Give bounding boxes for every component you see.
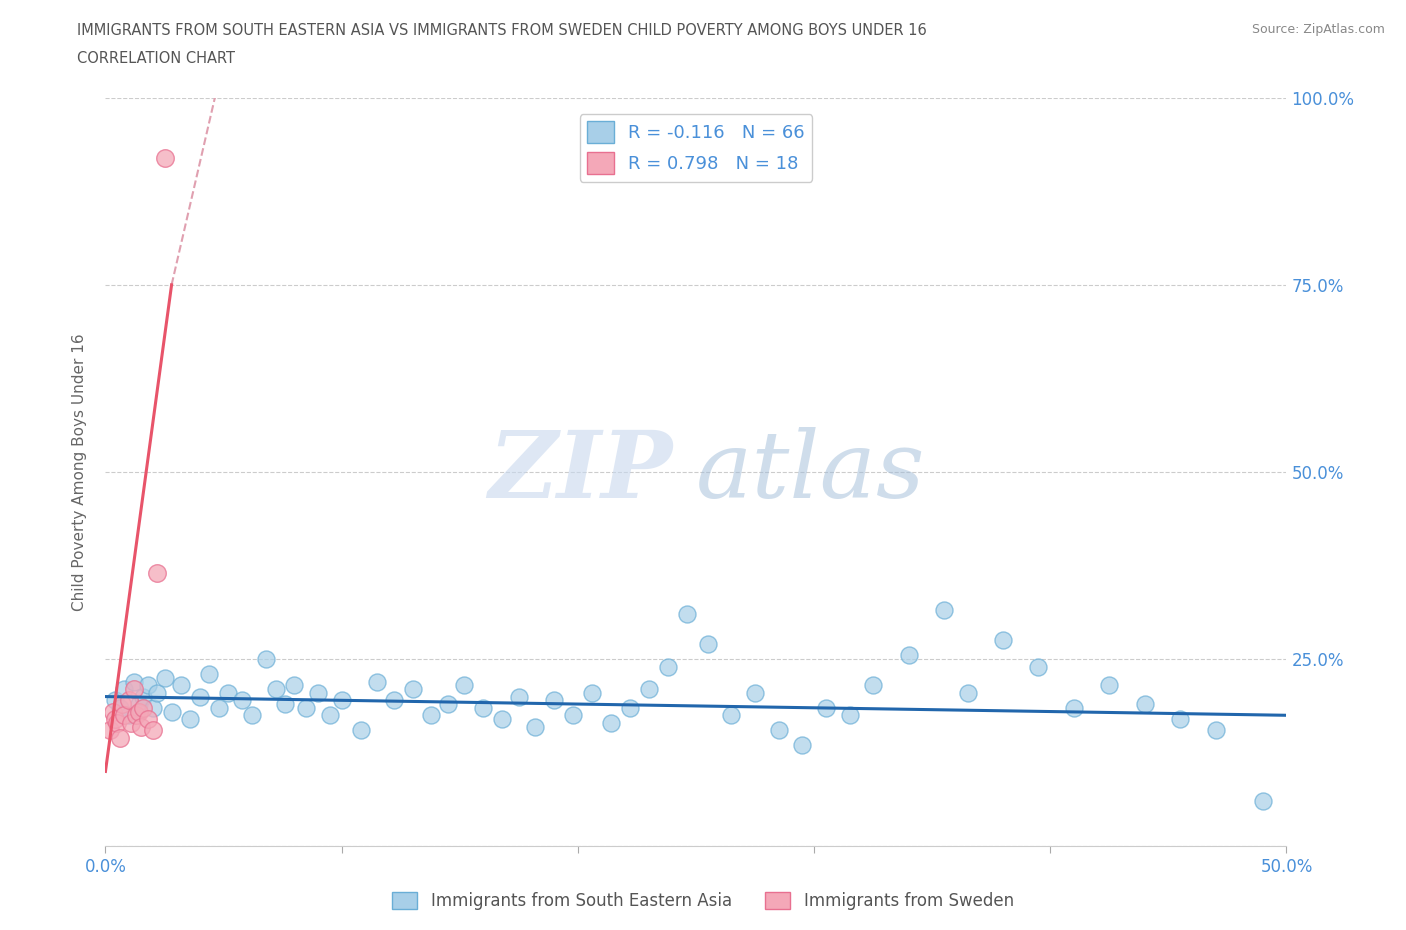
Point xyxy=(581,685,603,700)
Point xyxy=(720,708,742,723)
Point xyxy=(897,648,920,663)
Point xyxy=(657,659,679,674)
Point xyxy=(118,693,141,708)
Point xyxy=(122,674,145,689)
Point xyxy=(543,693,565,708)
Text: Source: ZipAtlas.com: Source: ZipAtlas.com xyxy=(1251,23,1385,36)
Point xyxy=(128,697,150,711)
Point xyxy=(991,633,1014,648)
Point xyxy=(188,689,211,704)
Point xyxy=(437,697,460,711)
Point xyxy=(136,678,159,693)
Text: IMMIGRANTS FROM SOUTH EASTERN ASIA VS IMMIGRANTS FROM SWEDEN CHILD POVERTY AMONG: IMMIGRANTS FROM SOUTH EASTERN ASIA VS IM… xyxy=(77,23,927,38)
Point xyxy=(838,708,860,723)
Point xyxy=(792,737,814,752)
Point xyxy=(932,603,955,618)
Point xyxy=(104,693,127,708)
Point xyxy=(132,700,155,715)
Point xyxy=(349,723,371,737)
Point xyxy=(814,700,837,715)
Point xyxy=(118,708,141,723)
Point xyxy=(129,719,152,734)
Point xyxy=(862,678,884,693)
Point xyxy=(120,715,142,730)
Point xyxy=(1251,794,1274,809)
Point xyxy=(744,685,766,700)
Text: ZIP: ZIP xyxy=(488,427,672,517)
Point xyxy=(125,708,148,723)
Point xyxy=(153,671,176,685)
Point xyxy=(283,678,305,693)
Point xyxy=(136,711,159,726)
Text: atlas: atlas xyxy=(696,427,925,517)
Point xyxy=(111,697,134,711)
Point xyxy=(153,150,176,165)
Point xyxy=(198,667,221,682)
Point xyxy=(1063,700,1085,715)
Point xyxy=(472,700,495,715)
Point xyxy=(132,689,155,704)
Point xyxy=(264,682,287,697)
Point xyxy=(307,685,329,700)
Point xyxy=(128,704,150,719)
Point xyxy=(104,711,127,726)
Point xyxy=(101,704,124,719)
Point xyxy=(637,682,659,697)
Y-axis label: Child Poverty Among Boys Under 16: Child Poverty Among Boys Under 16 xyxy=(72,333,87,611)
Point xyxy=(240,708,263,723)
Point xyxy=(508,689,530,704)
Point xyxy=(105,715,128,730)
Point xyxy=(208,700,231,715)
Point xyxy=(600,715,623,730)
Point xyxy=(217,685,239,700)
Point xyxy=(330,693,353,708)
Point xyxy=(319,708,342,723)
Point xyxy=(696,637,718,652)
Point xyxy=(112,682,135,697)
Point xyxy=(1098,678,1121,693)
Point xyxy=(146,685,169,700)
Point xyxy=(146,565,169,580)
Point xyxy=(1133,697,1156,711)
Text: CORRELATION CHART: CORRELATION CHART xyxy=(77,51,235,66)
Point xyxy=(562,708,585,723)
Point xyxy=(231,693,253,708)
Point xyxy=(142,700,165,715)
Point xyxy=(675,606,697,621)
Point xyxy=(295,700,318,715)
Point xyxy=(142,723,165,737)
Point xyxy=(122,682,145,697)
Point xyxy=(98,723,121,737)
Point xyxy=(524,719,547,734)
Point xyxy=(619,700,641,715)
Point xyxy=(420,708,443,723)
Point xyxy=(108,700,131,715)
Point xyxy=(254,652,277,667)
Point xyxy=(160,704,183,719)
Point xyxy=(1028,659,1050,674)
Point xyxy=(1205,723,1227,737)
Point xyxy=(453,678,475,693)
Point xyxy=(1168,711,1191,726)
Legend: R = -0.116   N = 66, R = 0.798   N = 18: R = -0.116 N = 66, R = 0.798 N = 18 xyxy=(579,114,813,181)
Point xyxy=(956,685,979,700)
Point xyxy=(179,711,201,726)
Point xyxy=(170,678,193,693)
Point xyxy=(768,723,790,737)
Legend: Immigrants from South Eastern Asia, Immigrants from Sweden: Immigrants from South Eastern Asia, Immi… xyxy=(385,885,1021,917)
Point xyxy=(491,711,513,726)
Point xyxy=(401,682,423,697)
Point xyxy=(382,693,405,708)
Point xyxy=(274,697,297,711)
Point xyxy=(112,708,135,723)
Point xyxy=(108,730,131,745)
Point xyxy=(366,674,388,689)
